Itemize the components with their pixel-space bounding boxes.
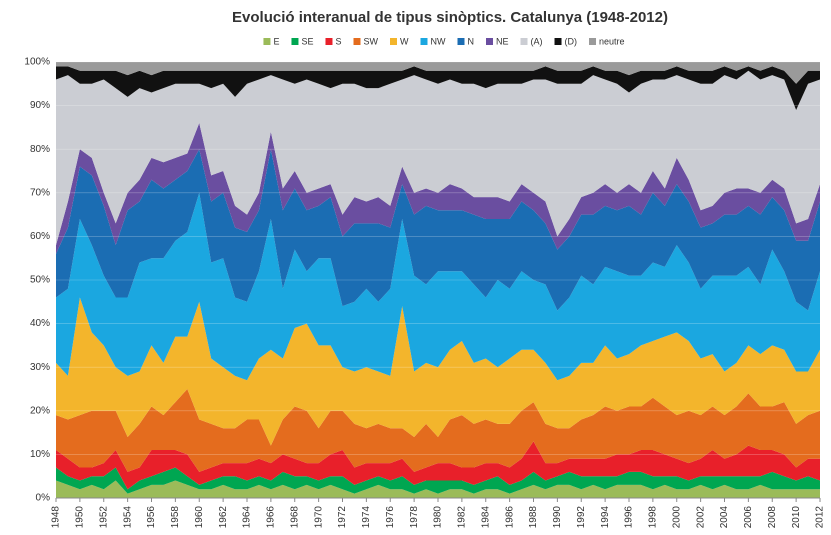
legend-label: NE: [496, 36, 509, 46]
x-tick-label: 1948: [51, 506, 62, 529]
legend-swatch: [263, 38, 271, 45]
x-tick-label: 1978: [409, 506, 420, 529]
legend-label: neutre: [599, 36, 625, 46]
x-tick-label: 2008: [767, 506, 778, 529]
x-tick-label: 2006: [743, 506, 754, 529]
y-tick-label: 30%: [30, 362, 50, 373]
x-tick-label: 1986: [504, 506, 515, 529]
area: [56, 123, 820, 254]
x-tick-label: 1960: [194, 506, 205, 529]
x-tick-label: 1994: [600, 506, 611, 529]
legend-label: E: [273, 36, 279, 46]
area: [56, 480, 820, 498]
y-tick-label: 90%: [30, 100, 50, 111]
area: [56, 441, 820, 490]
y-tick-label: 20%: [30, 405, 50, 416]
area: [56, 297, 820, 446]
x-tick-label: 2004: [719, 506, 730, 529]
x-tick-label: 1964: [242, 506, 253, 529]
area: [56, 192, 820, 381]
legend-swatch: [353, 38, 361, 45]
area: [56, 389, 820, 472]
x-tick-label: 1992: [576, 506, 587, 529]
x-tick-label: 1998: [648, 506, 659, 529]
x-tick-label: 2002: [695, 506, 706, 529]
legend-swatch: [325, 38, 333, 45]
x-tick-label: 2000: [671, 506, 682, 529]
x-tick-label: 1952: [98, 506, 109, 529]
x-tick-label: 1984: [480, 506, 491, 529]
x-tick-label: 1976: [385, 506, 396, 529]
x-tick-label: 1980: [433, 506, 444, 529]
x-tick-label: 1956: [146, 506, 157, 529]
chart-title: Evolució interanual de tipus sinòptics. …: [232, 9, 668, 26]
legend-swatch: [589, 38, 597, 45]
area: [56, 62, 820, 84]
x-tick-label: 1966: [266, 506, 277, 529]
legend-swatch: [457, 38, 465, 45]
x-tick-label: 2012: [815, 506, 826, 529]
x-tick-label: 2010: [791, 506, 802, 529]
y-tick-label: 70%: [30, 187, 50, 198]
x-tick-label: 1996: [624, 506, 635, 529]
legend-swatch: [486, 38, 493, 45]
legend-swatch: [390, 38, 397, 45]
legend-label: SW: [364, 36, 379, 46]
y-tick-label: 100%: [24, 57, 50, 68]
y-tick-label: 0%: [36, 493, 51, 504]
y-tick-label: 60%: [30, 231, 50, 242]
x-tick-label: 1990: [552, 506, 563, 529]
area: [56, 149, 820, 311]
x-tick-label: 1982: [457, 506, 468, 529]
legend-swatch: [520, 38, 528, 45]
area: [56, 66, 820, 110]
legend-swatch: [554, 38, 562, 45]
legend-swatch: [420, 38, 428, 45]
legend-label: N: [468, 36, 475, 46]
y-tick-label: 40%: [30, 318, 50, 329]
legend-label: SE: [301, 36, 313, 46]
legend: E SE S SW W NW N NE (A) (D) neutre: [263, 36, 625, 46]
x-tick-label: 1962: [218, 506, 229, 529]
legend-label: (A): [531, 36, 543, 46]
legend-swatch: [291, 38, 299, 45]
x-tick-label: 1988: [528, 506, 539, 529]
legend-label: S: [335, 36, 341, 46]
x-tick-label: 1958: [170, 506, 181, 529]
y-tick-label: 50%: [30, 275, 50, 286]
x-tick-label: 1972: [337, 506, 348, 529]
y-tick-label: 10%: [30, 449, 50, 460]
legend-label: W: [400, 36, 409, 46]
x-tick-label: 1968: [289, 506, 300, 529]
legend-label: NW: [431, 36, 446, 46]
x-tick-label: 1954: [122, 506, 133, 529]
area: [56, 70, 820, 246]
legend-label: (D): [565, 36, 578, 46]
x-tick-label: 1970: [313, 506, 324, 529]
x-tick-label: 1950: [75, 506, 86, 529]
x-tick-label: 1974: [361, 506, 372, 529]
y-tick-label: 80%: [30, 144, 50, 155]
